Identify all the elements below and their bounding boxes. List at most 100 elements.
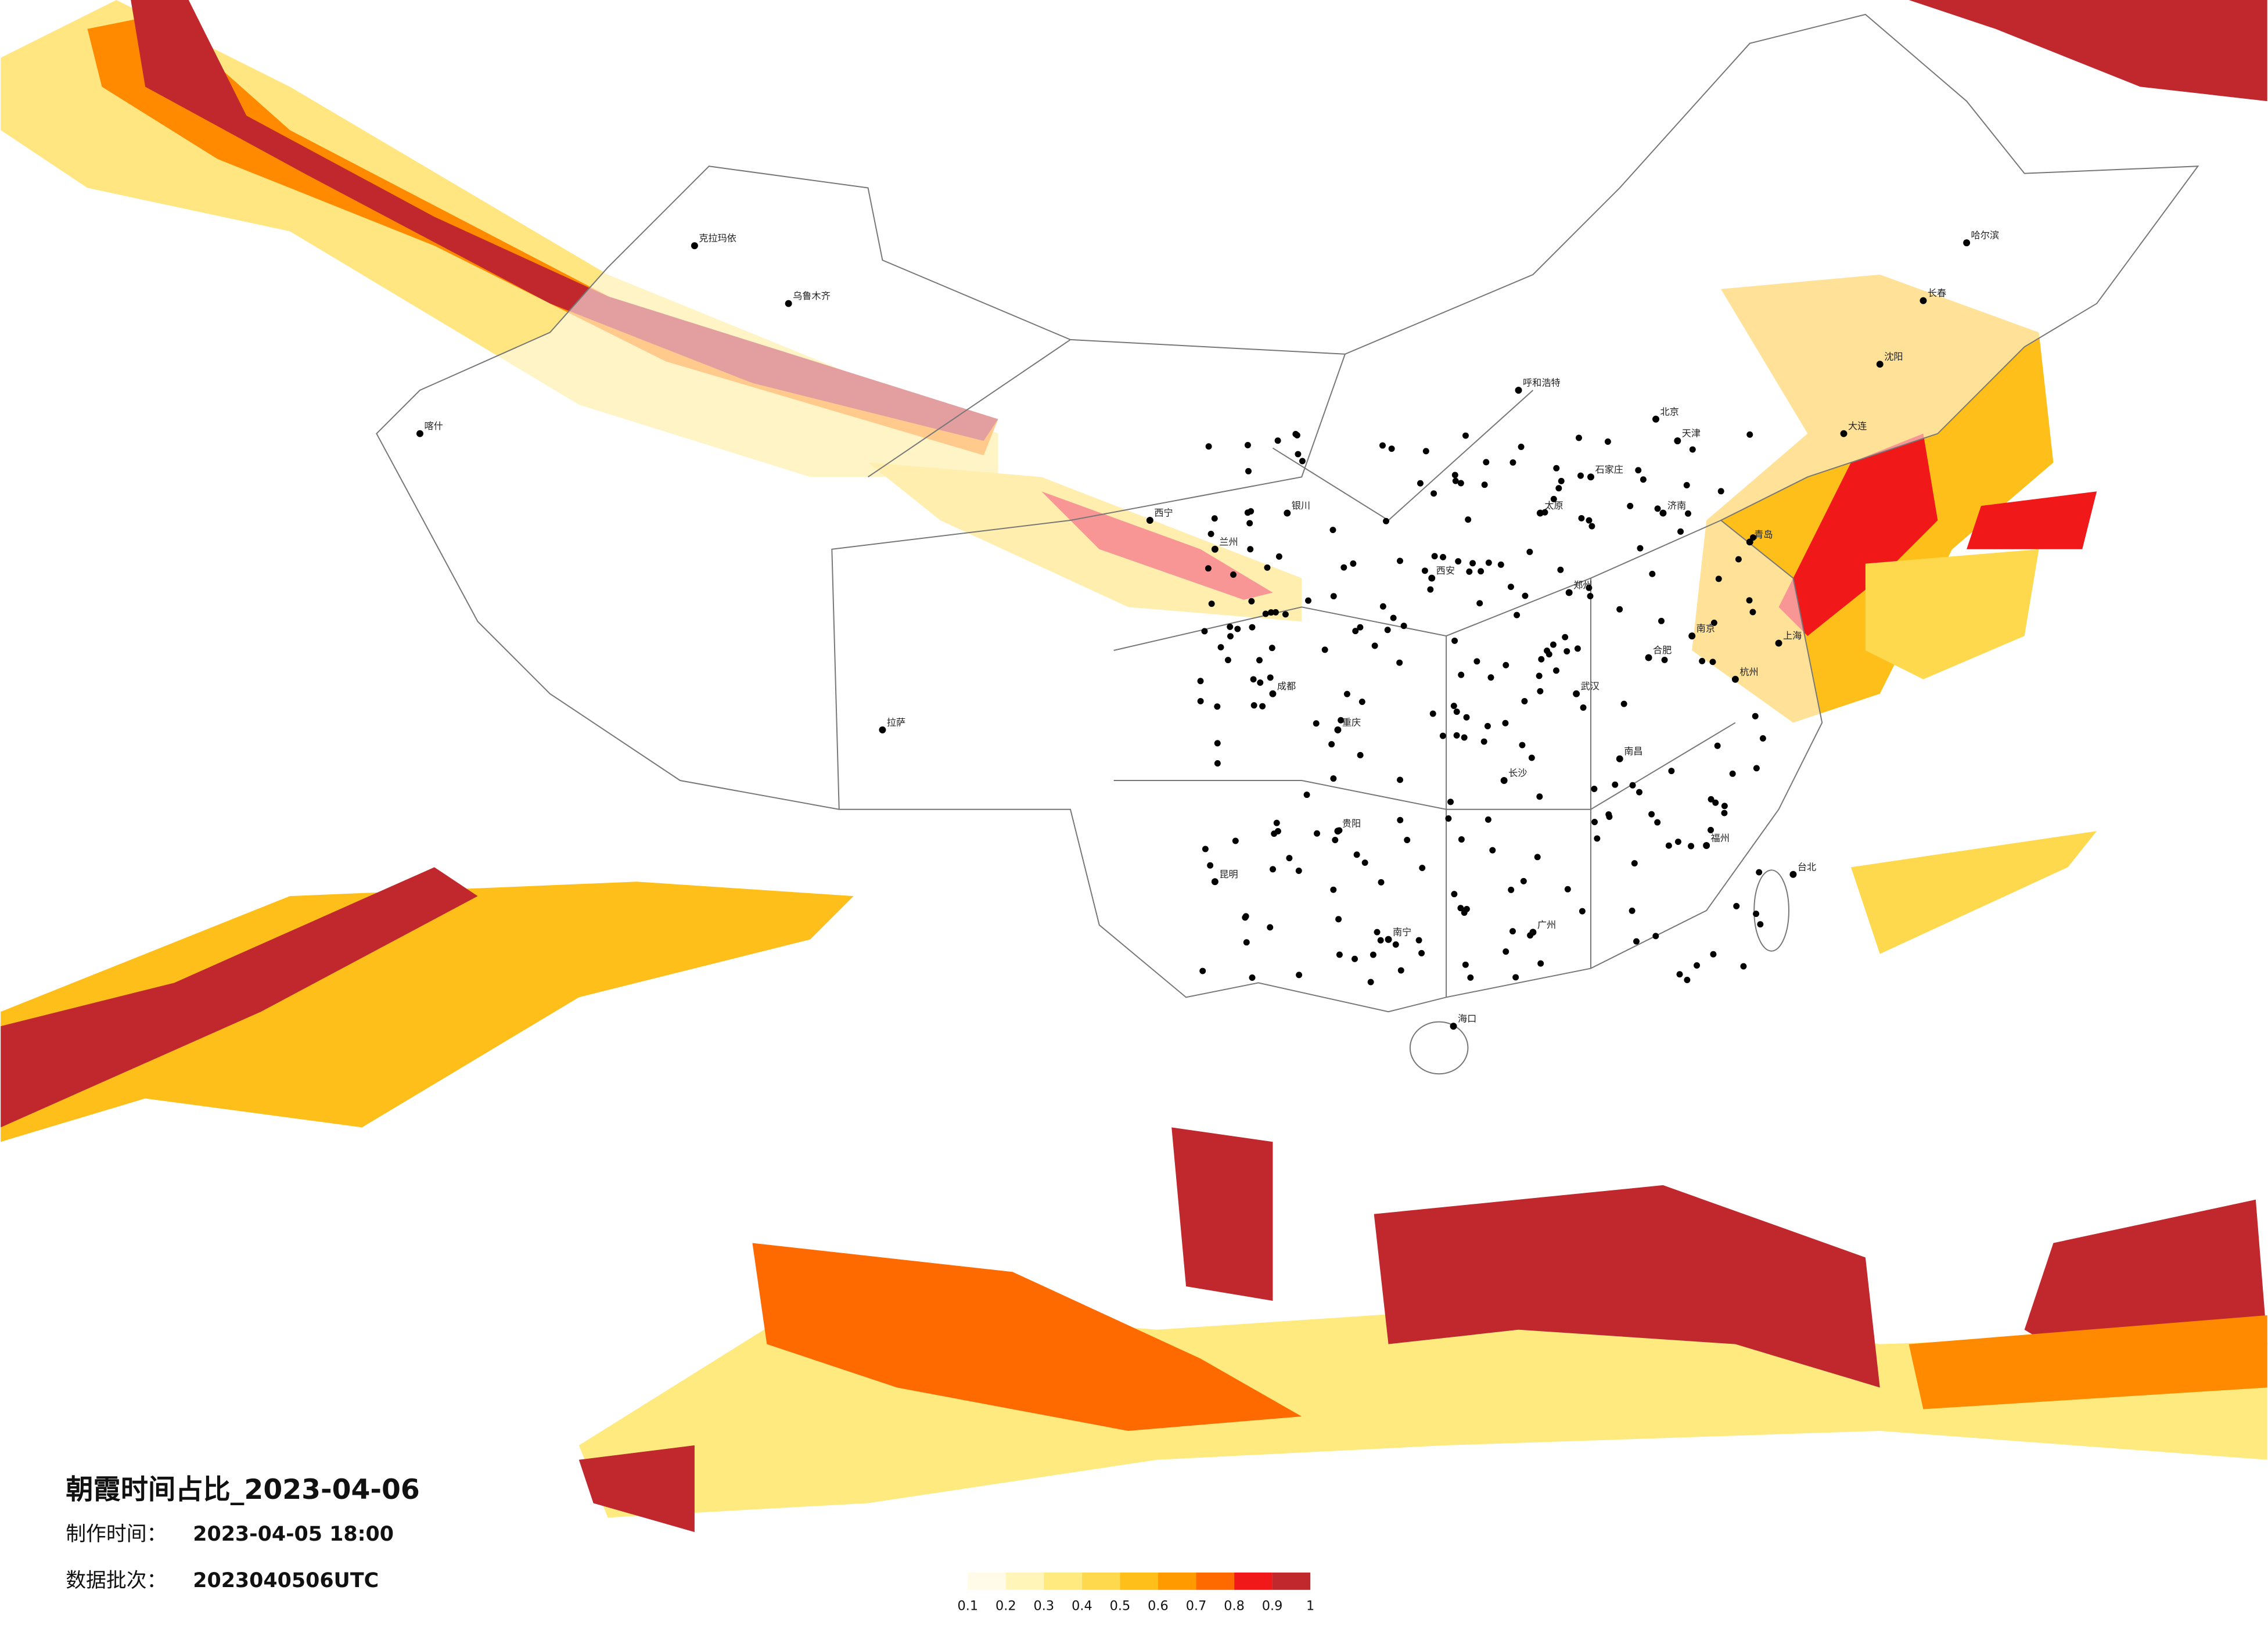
city-dot [1688, 843, 1695, 850]
city-dot [1453, 732, 1460, 739]
city-dot [1587, 473, 1594, 481]
city-dot [1710, 951, 1717, 958]
city-label: 银川 [1292, 500, 1310, 511]
city-dot [1282, 611, 1289, 618]
city-dot [1558, 477, 1565, 484]
city-dot [1330, 775, 1337, 782]
city-dot [1378, 879, 1385, 886]
city-dot [1268, 645, 1275, 652]
city-dot [1352, 628, 1359, 635]
city-label: 西安 [1436, 565, 1455, 576]
city-dot [1920, 297, 1927, 304]
city-label: 重庆 [1342, 717, 1361, 728]
made-label: 制作时间： [66, 1523, 167, 1546]
city-dot [1640, 476, 1647, 483]
legend-swatch [1120, 1572, 1158, 1590]
city-dot [1481, 481, 1488, 488]
city-dot [1313, 720, 1320, 727]
city-dot [1688, 632, 1696, 640]
city-dot [1507, 584, 1514, 591]
city-dot [1397, 816, 1404, 823]
heat-area [1, 882, 854, 1142]
city-dot [1397, 776, 1403, 783]
city-dot [1963, 239, 1971, 247]
city-dot [1205, 443, 1212, 450]
city-dot [1214, 703, 1221, 710]
city-label: 上海 [1783, 630, 1802, 641]
taiwan [1753, 869, 1789, 952]
city-dot [1514, 611, 1521, 618]
city-dot [1305, 597, 1311, 604]
city-dot [1451, 472, 1458, 479]
city-dot [1555, 485, 1562, 492]
city-dot [1586, 584, 1593, 591]
city-dot [1367, 979, 1374, 985]
city-dot [1521, 698, 1528, 704]
city-dot [1245, 467, 1252, 474]
city-dot [1415, 937, 1422, 944]
city-dot [1352, 955, 1358, 962]
city-dot [1267, 674, 1274, 681]
city-dot [1417, 480, 1424, 487]
city-dot [1648, 811, 1655, 818]
legend-tick-label: 0.3 [1034, 1599, 1055, 1614]
legend: 0.1 0.2 0.3 0.4 0.5 0.6 0.7 0.8 0.9 1 [957, 1572, 1314, 1614]
city-dot [785, 300, 792, 307]
city-dot [1553, 667, 1559, 674]
city-dot [1328, 741, 1335, 748]
city-dot [1250, 702, 1257, 709]
city-dot [1388, 445, 1395, 452]
city-dot [1211, 545, 1219, 553]
city-dot [1753, 765, 1760, 772]
city-dot [1576, 434, 1582, 441]
city-dot [1249, 624, 1256, 631]
city-dot [1518, 443, 1525, 450]
city-dot [1396, 659, 1403, 666]
city-dot [1652, 933, 1659, 940]
city-dot [1451, 637, 1458, 644]
city-dot [1636, 789, 1642, 796]
city-dot [1428, 574, 1436, 582]
city-dot [1211, 515, 1218, 522]
city-label: 乌鲁木齐 [793, 290, 831, 301]
city-label: 贵阳 [1342, 818, 1361, 829]
city-dot [1465, 516, 1472, 523]
city-dot [1537, 688, 1544, 695]
city-dot [1343, 690, 1350, 697]
city-dot [1430, 490, 1437, 497]
city-dot [1677, 528, 1684, 535]
city-dot [1637, 545, 1644, 552]
city-dot [1451, 891, 1458, 898]
city-dot [1357, 751, 1364, 758]
heat-area [1850, 831, 2097, 954]
city-dot [1274, 828, 1281, 834]
city-dot [1577, 472, 1584, 479]
city-dot [1462, 432, 1469, 439]
city-dot [1536, 509, 1544, 517]
city-dot [1573, 690, 1580, 697]
legend-swatch [1044, 1572, 1082, 1590]
city-dot [1262, 610, 1269, 617]
city-dot [1299, 458, 1306, 465]
city-dot [1485, 816, 1491, 823]
city-dot [1243, 939, 1250, 946]
city-dot [1649, 570, 1656, 577]
batch-value: 2023040506UTC [193, 1569, 379, 1592]
city-dot [416, 430, 423, 437]
made-value: 2023-04-05 18:00 [193, 1523, 394, 1546]
city-dot [1685, 510, 1691, 517]
city-dot [1452, 477, 1459, 484]
city-label: 哈尔滨 [1971, 230, 1999, 241]
city-dot [1275, 553, 1282, 560]
city-dot [1537, 960, 1544, 967]
city-dot [1508, 886, 1515, 893]
city-dot [1463, 714, 1470, 721]
city-label: 南京 [1696, 623, 1715, 634]
legend-tick-label: 0.8 [1224, 1599, 1245, 1614]
city-dot [1616, 606, 1623, 613]
city-dot [1775, 639, 1782, 647]
city-label: 克拉玛依 [699, 233, 736, 244]
